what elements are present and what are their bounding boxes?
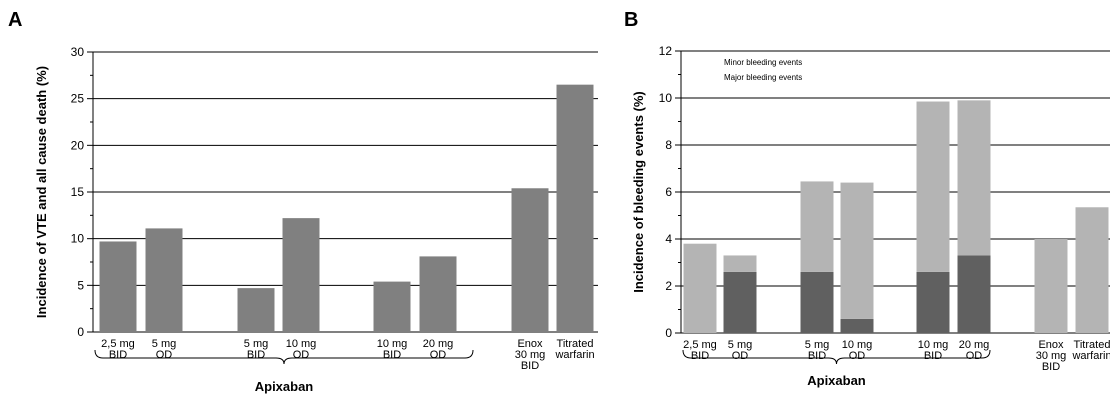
bar xyxy=(419,256,457,332)
bar xyxy=(282,218,320,332)
x-tick-label: Enox xyxy=(517,338,543,350)
y-tick-label: 5 xyxy=(77,278,84,292)
x-tick-label: 2,5 mg xyxy=(101,338,135,350)
x-tick-label: 10 mg xyxy=(286,338,317,350)
y-tick-label: 4 xyxy=(665,232,672,246)
y-tick-label: 8 xyxy=(665,138,672,152)
x-tick-label: 30 mg xyxy=(515,349,546,361)
bar xyxy=(1034,239,1068,333)
y-tick-label: 20 xyxy=(71,138,85,152)
group-label: Apixaban xyxy=(255,379,314,394)
y-tick-label: 6 xyxy=(665,185,672,199)
bar xyxy=(800,271,834,333)
panel-letter: B xyxy=(624,9,638,31)
bar xyxy=(237,288,275,332)
y-tick-label: 15 xyxy=(71,185,85,199)
y-tick-label: 25 xyxy=(71,92,85,106)
x-tick-label: 20 mg xyxy=(959,339,990,351)
bar xyxy=(1075,207,1109,333)
x-tick-label: OD xyxy=(966,350,983,362)
bar xyxy=(723,255,757,272)
x-tick-label: Titrated xyxy=(557,338,594,350)
bar xyxy=(800,181,834,272)
x-tick-label: 5 mg xyxy=(244,338,268,350)
bar xyxy=(373,281,411,332)
y-axis-label: Incidence of VTE and all cause death (%) xyxy=(34,66,49,318)
group-label: Apixaban xyxy=(807,373,866,388)
x-tick-label: Titrated xyxy=(1074,339,1110,351)
x-tick-label: BID xyxy=(808,350,826,362)
x-tick-label: BID xyxy=(383,349,401,361)
x-tick-label: OD xyxy=(293,349,310,361)
x-tick-label: BID xyxy=(691,350,709,362)
y-tick-label: 30 xyxy=(71,45,85,59)
x-tick-label: 10 mg xyxy=(842,339,873,351)
bar xyxy=(957,255,991,333)
x-tick-label: 10 mg xyxy=(377,338,408,350)
bar xyxy=(957,100,991,256)
legend-entry: Major bleeding events xyxy=(724,73,802,82)
x-tick-label: OD xyxy=(156,349,173,361)
y-tick-label: 2 xyxy=(665,279,672,293)
bar xyxy=(145,228,183,332)
bar xyxy=(723,271,757,333)
bar xyxy=(99,241,137,332)
y-tick-label: 10 xyxy=(659,91,673,105)
x-tick-label: 5 mg xyxy=(805,339,829,351)
x-tick-label: 20 mg xyxy=(423,338,454,350)
x-tick-label: 2,5 mg xyxy=(683,339,717,351)
bar xyxy=(511,188,549,332)
x-tick-label: OD xyxy=(732,350,749,362)
x-tick-label: warfarin xyxy=(554,349,594,361)
legend-entry: Minor bleeding events xyxy=(724,58,802,67)
x-tick-label: warfarin xyxy=(1071,350,1110,362)
bar xyxy=(916,271,950,333)
x-tick-label: 5 mg xyxy=(728,339,752,351)
y-axis-label: Incidence of bleeding events (%) xyxy=(631,91,646,293)
x-tick-label: BID xyxy=(247,349,265,361)
x-tick-label: 5 mg xyxy=(152,338,176,350)
y-tick-label: 0 xyxy=(665,326,672,340)
group-bracket xyxy=(94,349,474,365)
x-tick-label: 30 mg xyxy=(1036,350,1067,362)
x-tick-label: 10 mg xyxy=(918,339,949,351)
panel-letter: A xyxy=(8,9,22,31)
x-tick-label: BID xyxy=(521,360,539,372)
bar xyxy=(840,318,874,333)
bar xyxy=(683,243,717,333)
group-bracket xyxy=(682,349,991,365)
x-tick-label: OD xyxy=(849,350,866,362)
y-tick-label: 0 xyxy=(77,325,84,339)
y-tick-label: 12 xyxy=(659,44,673,58)
bar xyxy=(916,101,950,272)
y-tick-label: 10 xyxy=(71,232,85,246)
x-tick-label: BID xyxy=(109,349,127,361)
bar xyxy=(840,182,874,319)
bar xyxy=(556,84,594,333)
x-tick-label: Enox xyxy=(1038,339,1064,351)
x-tick-label: BID xyxy=(924,350,942,362)
x-tick-label: OD xyxy=(430,349,447,361)
x-tick-label: BID xyxy=(1042,361,1060,373)
